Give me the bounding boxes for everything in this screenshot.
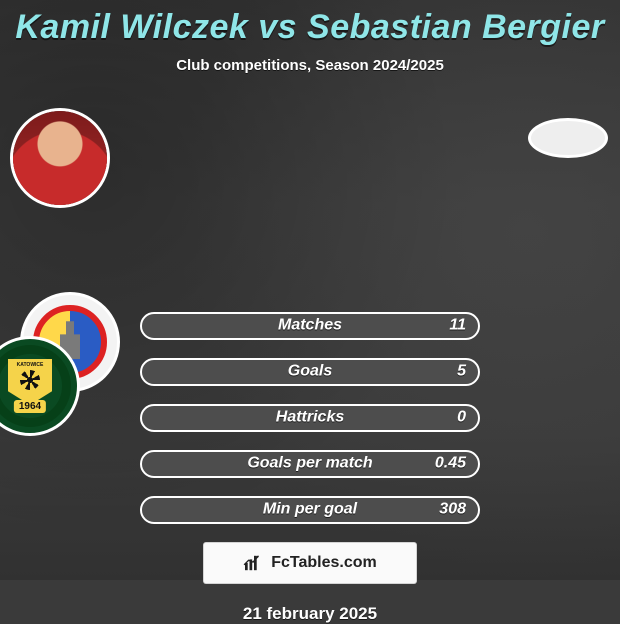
stat-row-hattricks: Hattricks 0 <box>140 404 480 432</box>
club-crest-right-shield <box>8 359 52 405</box>
brand-text: FcTables.com <box>271 554 377 572</box>
stat-value: 5 <box>457 363 466 381</box>
stat-row-goals: Goals 5 <box>140 358 480 386</box>
comparison-card: Kamil Wilczek vs Sebastian Bergier Club … <box>0 0 620 624</box>
stat-label: Goals per match <box>247 455 372 473</box>
stat-row-min-per-goal: Min per goal 308 <box>140 496 480 524</box>
season-subtitle: Club competitions, Season 2024/2025 <box>0 57 620 74</box>
player-left-avatar <box>10 108 110 208</box>
stat-value: 11 <box>449 317 466 335</box>
stats-table: Matches 11 Goals 5 Hattricks 0 Goals per… <box>140 312 480 524</box>
stat-value: 0.45 <box>435 455 466 473</box>
stat-value: 308 <box>439 501 466 519</box>
stat-value: 0 <box>457 409 466 427</box>
stat-label: Goals <box>288 363 332 381</box>
brand-watermark: FcTables.com <box>203 542 417 584</box>
stat-label: Matches <box>278 317 342 335</box>
stat-row-goals-per-match: Goals per match 0.45 <box>140 450 480 478</box>
player-left-photo <box>13 111 107 205</box>
player-right-avatar <box>528 118 608 158</box>
stat-row-matches: Matches 11 <box>140 312 480 340</box>
stat-label: Hattricks <box>276 409 344 427</box>
page-title: Kamil Wilczek vs Sebastian Bergier <box>0 8 620 47</box>
comparison-date: 21 february 2025 <box>0 604 620 624</box>
bar-chart-icon <box>243 554 265 572</box>
stat-label: Min per goal <box>263 501 357 519</box>
